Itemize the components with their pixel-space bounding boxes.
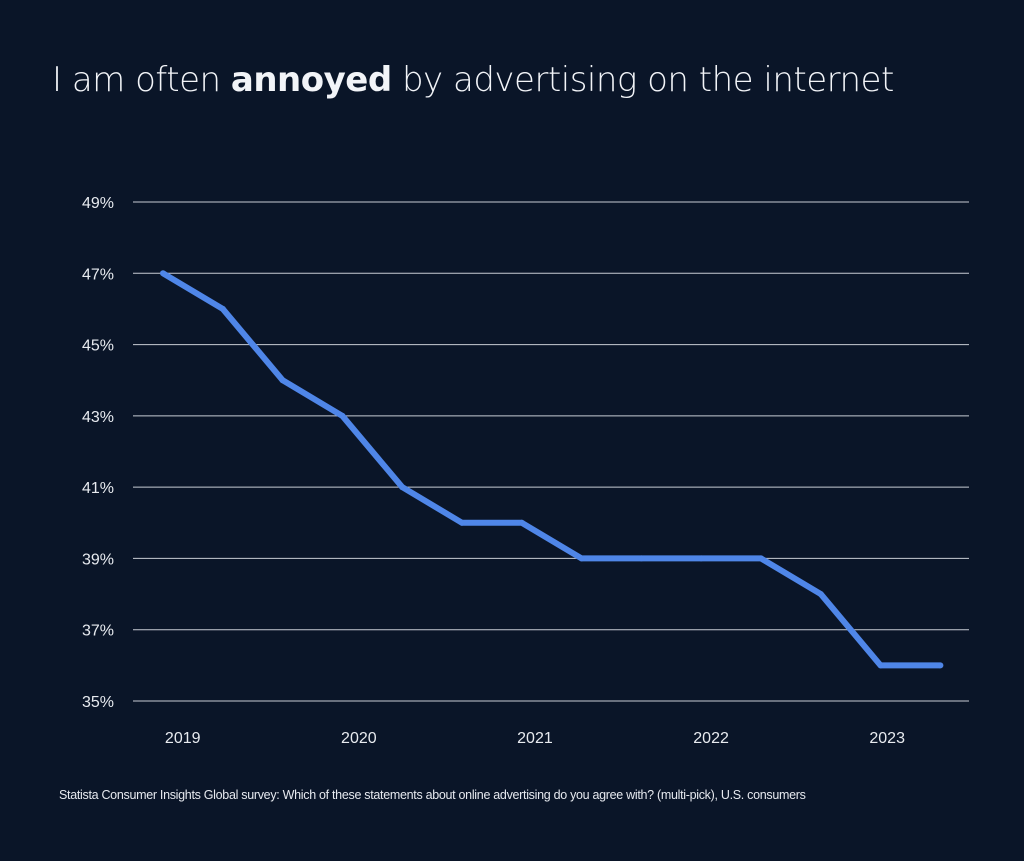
source-note: Statista Consumer Insights Global survey… (59, 788, 806, 802)
data-point (339, 412, 346, 419)
series (160, 270, 944, 669)
x-tick-label: 2023 (869, 730, 905, 747)
data-point (219, 305, 226, 312)
data-point (877, 662, 884, 669)
data-point (758, 555, 764, 562)
data-point (399, 484, 406, 491)
x-axis-ticks: 2019 2020 2021 2022 2023 (165, 730, 905, 747)
data-point (638, 555, 645, 562)
x-tick-label: 2020 (341, 730, 377, 747)
y-tick-label: 45% (82, 338, 114, 355)
series-line (161, 270, 941, 669)
data-point (578, 555, 585, 562)
y-tick-label: 43% (82, 409, 114, 426)
x-tick-label: 2019 (165, 730, 201, 747)
y-tick-label: 41% (82, 480, 114, 497)
x-tick-label: 2022 (693, 730, 729, 747)
data-point (937, 662, 944, 669)
y-tick-label: 47% (82, 266, 114, 283)
data-point (518, 519, 525, 526)
data-point (459, 519, 465, 526)
data-point (160, 270, 166, 277)
data-point (698, 555, 705, 562)
data-point (279, 377, 286, 384)
y-tick-label: 39% (82, 551, 114, 568)
y-tick-label: 37% (82, 623, 114, 640)
chart-title: I am often annoyed by advertising on the… (52, 60, 894, 100)
x-tick-label: 2021 (517, 730, 553, 747)
data-point (817, 591, 824, 598)
grid-lines (133, 201, 969, 702)
y-axis-ticks: 35% 37% 39% 41% 43% 45% 47% 49% (82, 195, 114, 711)
y-tick-label: 35% (82, 694, 114, 711)
y-tick-label: 49% (82, 195, 114, 212)
